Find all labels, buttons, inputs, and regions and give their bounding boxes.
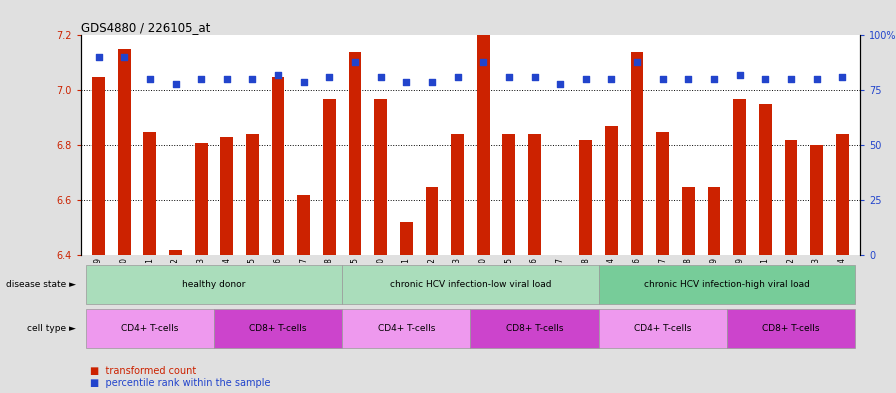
- Bar: [733, 99, 746, 255]
- Bar: [194, 143, 208, 255]
- Text: CD8+ T-cells: CD8+ T-cells: [762, 324, 820, 332]
- Point: [91, 54, 106, 61]
- Point: [399, 79, 413, 85]
- Text: GDS4880 / 226105_at: GDS4880 / 226105_at: [81, 21, 210, 34]
- FancyBboxPatch shape: [470, 309, 599, 348]
- Bar: [375, 99, 387, 255]
- Bar: [810, 145, 823, 255]
- Bar: [656, 132, 669, 255]
- FancyBboxPatch shape: [86, 266, 342, 304]
- Text: ■  transformed count: ■ transformed count: [90, 366, 196, 376]
- Point: [809, 76, 823, 83]
- Text: CD8+ T-cells: CD8+ T-cells: [249, 324, 306, 332]
- FancyBboxPatch shape: [214, 309, 342, 348]
- Point: [476, 59, 490, 65]
- Point: [553, 81, 567, 87]
- Point: [835, 74, 849, 80]
- Bar: [580, 140, 592, 255]
- Point: [502, 74, 516, 80]
- Bar: [271, 77, 285, 255]
- Point: [579, 76, 593, 83]
- Bar: [785, 140, 797, 255]
- Point: [451, 74, 465, 80]
- FancyBboxPatch shape: [86, 309, 214, 348]
- Point: [323, 74, 337, 80]
- Point: [630, 59, 644, 65]
- Bar: [682, 187, 694, 255]
- Text: disease state ►: disease state ►: [6, 281, 76, 289]
- Point: [528, 74, 542, 80]
- Point: [758, 76, 772, 83]
- Bar: [708, 187, 720, 255]
- Point: [246, 76, 260, 83]
- Point: [732, 72, 746, 78]
- Point: [220, 76, 234, 83]
- Point: [271, 72, 285, 78]
- Point: [374, 74, 388, 80]
- FancyBboxPatch shape: [727, 309, 855, 348]
- Bar: [349, 52, 361, 255]
- Bar: [631, 52, 643, 255]
- FancyBboxPatch shape: [342, 266, 599, 304]
- Text: healthy donor: healthy donor: [182, 281, 246, 289]
- Point: [784, 76, 798, 83]
- Bar: [297, 195, 310, 255]
- Bar: [426, 187, 438, 255]
- Bar: [528, 134, 541, 255]
- FancyBboxPatch shape: [599, 309, 727, 348]
- Text: CD4+ T-cells: CD4+ T-cells: [634, 324, 692, 332]
- Text: chronic HCV infection-low viral load: chronic HCV infection-low viral load: [390, 281, 551, 289]
- Text: CD4+ T-cells: CD4+ T-cells: [121, 324, 178, 332]
- Bar: [452, 134, 464, 255]
- Point: [681, 76, 695, 83]
- Point: [604, 76, 618, 83]
- Bar: [400, 222, 413, 255]
- Point: [117, 54, 132, 61]
- Bar: [323, 99, 336, 255]
- Point: [194, 76, 209, 83]
- Point: [707, 76, 721, 83]
- Bar: [836, 134, 849, 255]
- Bar: [92, 77, 105, 255]
- Text: CD4+ T-cells: CD4+ T-cells: [377, 324, 435, 332]
- Bar: [220, 137, 233, 255]
- Point: [348, 59, 362, 65]
- Text: chronic HCV infection-high viral load: chronic HCV infection-high viral load: [644, 281, 810, 289]
- Bar: [477, 35, 489, 255]
- FancyBboxPatch shape: [599, 266, 855, 304]
- Bar: [605, 126, 618, 255]
- Bar: [759, 104, 771, 255]
- Point: [425, 79, 439, 85]
- Bar: [117, 49, 131, 255]
- Text: ■  percentile rank within the sample: ■ percentile rank within the sample: [90, 378, 270, 388]
- Bar: [503, 134, 515, 255]
- Bar: [169, 250, 182, 255]
- Bar: [143, 132, 156, 255]
- FancyBboxPatch shape: [342, 309, 470, 348]
- Point: [142, 76, 157, 83]
- Text: CD8+ T-cells: CD8+ T-cells: [505, 324, 564, 332]
- Point: [297, 79, 311, 85]
- Bar: [246, 134, 259, 255]
- Text: cell type ►: cell type ►: [27, 324, 76, 332]
- Point: [168, 81, 183, 87]
- Point: [656, 76, 670, 83]
